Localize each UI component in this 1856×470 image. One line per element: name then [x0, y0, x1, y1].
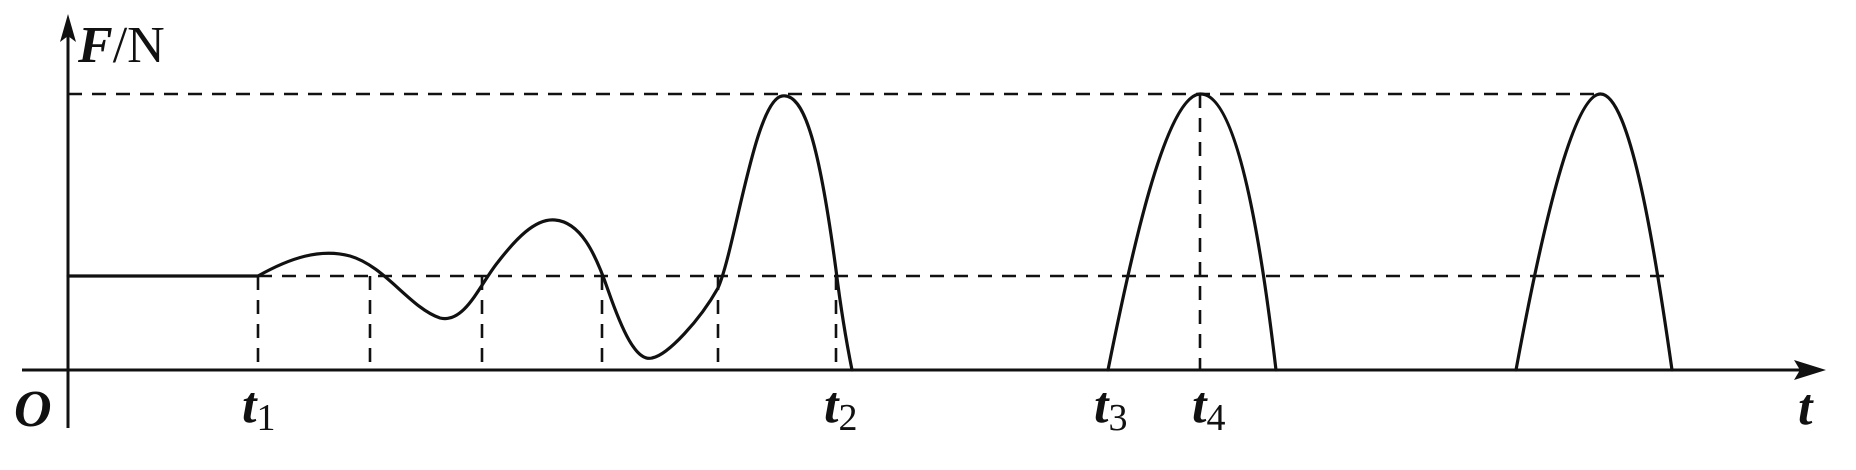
tick-label-t2: t2 — [824, 377, 857, 439]
vertical-dashed-guides — [256, 94, 1202, 370]
y-axis-unit: /N — [113, 17, 165, 74]
force-curve — [66, 94, 854, 372]
tick-label-t1: t1 — [242, 377, 275, 439]
tick-label-t3: t3 — [1094, 377, 1127, 439]
y-axis-label: F/N — [77, 17, 165, 74]
force-pulse-2 — [1106, 92, 1278, 372]
tick-label-t4: t4 — [1192, 377, 1225, 439]
x-axis-arrowhead-icon — [1794, 360, 1826, 380]
y-axis-arrowhead-icon — [60, 14, 76, 42]
origin-label: O — [14, 381, 52, 438]
x-axis-label: t — [1798, 379, 1814, 436]
y-axis-variable: F — [77, 17, 113, 74]
force-pulse-3 — [1514, 92, 1674, 372]
